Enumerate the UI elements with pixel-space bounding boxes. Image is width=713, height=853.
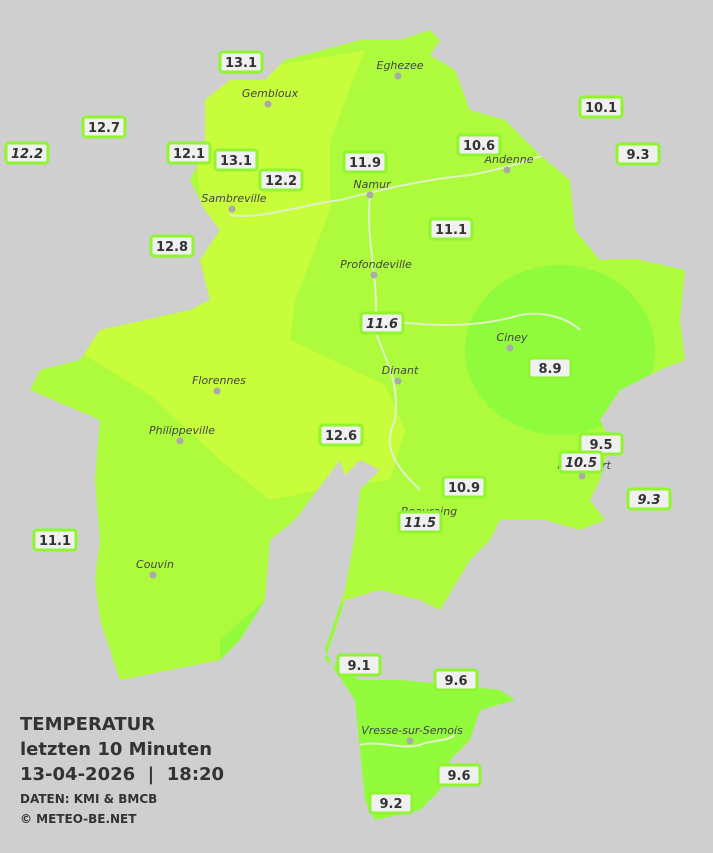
city-dot: [228, 205, 236, 213]
city-label: Florennes: [192, 374, 246, 387]
station-value: 9.6: [447, 769, 470, 784]
station-value: 9.3: [637, 493, 660, 508]
station-box: [4, 141, 50, 165]
city-dot: [149, 571, 157, 579]
station-box: [615, 142, 661, 166]
city-dot: [176, 437, 184, 445]
station-box: [558, 450, 604, 474]
city-dot: [503, 166, 511, 174]
station-box: [213, 148, 259, 172]
city-label: Dinant: [382, 364, 419, 377]
station-value: 11.1: [435, 223, 467, 238]
station-box: [428, 217, 474, 241]
station-value: 9.3: [626, 148, 649, 163]
station-value: 10.9: [448, 481, 480, 496]
station-value: 12.1: [173, 147, 205, 162]
station-value: 12.6: [325, 429, 357, 444]
station-box: [318, 423, 364, 447]
city-label: Philippeville: [149, 424, 215, 437]
city-label: Vresse-sur-Semois: [361, 724, 463, 737]
station-box: [336, 653, 382, 677]
legend-source: DATEN: KMI & BMCB: [20, 792, 157, 806]
city-dot: [394, 377, 402, 385]
city-label: Couvin: [136, 558, 174, 571]
station-value: 9.1: [347, 659, 370, 674]
river: [367, 194, 421, 491]
station-box: [149, 234, 195, 258]
station-box: [397, 510, 443, 534]
city-label: Namur: [353, 178, 392, 191]
station-value: 11.6: [366, 317, 398, 332]
station-box: [258, 168, 304, 192]
station-value: 9.2: [379, 797, 402, 812]
zone: [465, 265, 655, 435]
station-box: [32, 528, 78, 552]
river: [379, 312, 581, 331]
station-value: 10.6: [463, 139, 495, 154]
city-label: Eghezee: [377, 59, 424, 72]
station-box: [368, 791, 414, 815]
station-value: 9.6: [444, 674, 467, 689]
station-value: 9.5: [589, 438, 612, 453]
city-label: Profondeville: [340, 258, 412, 271]
station-box: [456, 133, 502, 157]
stations: 13.1 12.7 12.2 12.1 13.1 12.2 11.9 10.6 10.1 9.3 1…: [4, 50, 672, 815]
city-dot: [213, 387, 221, 395]
station-value: 12.7: [88, 121, 120, 136]
station-value: 13.1: [220, 154, 252, 169]
city-dot: [578, 472, 586, 480]
station-box: [81, 115, 127, 139]
station-box: [342, 150, 388, 174]
city-dot: [506, 344, 514, 352]
station-box: [626, 487, 672, 511]
station-value: 10.5: [565, 456, 597, 471]
station-box: [359, 311, 405, 335]
city-dot: [366, 191, 374, 199]
legend-period: letzten 10 Minuten: [20, 739, 212, 760]
city-label: Gembloux: [242, 87, 299, 100]
legend-copyright: © METEO-BE.NET: [20, 812, 137, 826]
city-label: Sambreville: [201, 192, 266, 205]
legend-title: TEMPERATUR: [20, 714, 155, 735]
station-box: [436, 763, 482, 787]
station-box: [578, 95, 624, 119]
station-box: [433, 668, 479, 692]
city-dot: [394, 72, 402, 80]
city-dot: [370, 271, 378, 279]
station-value: 11.5: [404, 516, 436, 531]
station-box: [441, 475, 487, 499]
station-value: 12.2: [11, 147, 43, 162]
station-box: [527, 356, 573, 380]
river: [359, 734, 456, 748]
city-dot: [406, 737, 414, 745]
station-value: 11.9: [349, 156, 381, 171]
station-box: [218, 50, 264, 74]
legend-datetime: 13-04-2026 | 18:20: [20, 764, 224, 785]
station-value: 12.2: [265, 174, 297, 189]
station-value: 10.1: [585, 101, 617, 116]
station-value: 12.8: [156, 240, 188, 255]
city-dot: [264, 100, 272, 108]
station-value: 11.1: [39, 534, 71, 549]
city-label: Ciney: [497, 331, 528, 344]
river: [229, 149, 561, 217]
station-value: 13.1: [225, 56, 257, 71]
station-value: 8.9: [538, 362, 561, 377]
zone: [60, 50, 405, 500]
station-box: [166, 141, 212, 165]
